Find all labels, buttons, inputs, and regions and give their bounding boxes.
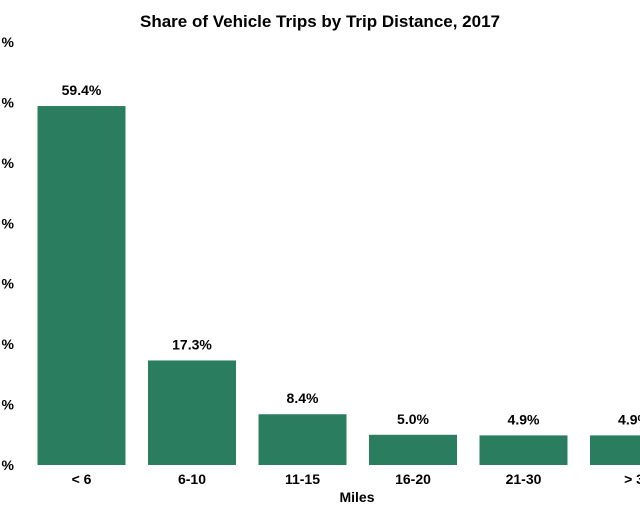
data-label: 5.0%: [397, 411, 429, 427]
y-axis-ticks: %%%%%%%%: [2, 34, 15, 473]
x-tick-label: 6-10: [178, 471, 206, 487]
bar: [148, 360, 236, 465]
data-label: 17.3%: [172, 336, 212, 352]
bars-group: [38, 106, 640, 465]
y-tick-label: %: [2, 397, 15, 413]
x-tick-label: > 3: [624, 471, 640, 487]
y-tick-label: %: [2, 215, 15, 231]
y-tick-label: %: [2, 34, 15, 50]
x-tick-label: 21-30: [506, 471, 542, 487]
data-label: 4.9%: [508, 411, 540, 427]
y-tick-label: %: [2, 457, 15, 473]
x-tick-label: 11-15: [285, 471, 320, 487]
data-label: 4.9%: [618, 411, 640, 427]
bar: [38, 106, 126, 465]
bar: [590, 435, 640, 465]
y-tick-label: %: [2, 336, 15, 352]
x-tick-label: < 6: [72, 471, 92, 487]
bar: [259, 414, 347, 465]
data-label: 8.4%: [287, 390, 319, 406]
x-tick-label: 16-20: [395, 471, 431, 487]
data-label: 59.4%: [62, 82, 102, 98]
bar: [480, 435, 568, 465]
x-axis-label: Miles: [339, 489, 374, 505]
y-tick-label: %: [2, 94, 15, 110]
bar: [369, 435, 457, 465]
x-axis-ticks: < 6 6-10 11-15 16-20 21-30 > 3: [72, 471, 640, 487]
y-tick-label: %: [2, 276, 15, 292]
y-tick-label: %: [2, 155, 15, 171]
chart-title: Share of Vehicle Trips by Trip Distance,…: [140, 12, 500, 31]
